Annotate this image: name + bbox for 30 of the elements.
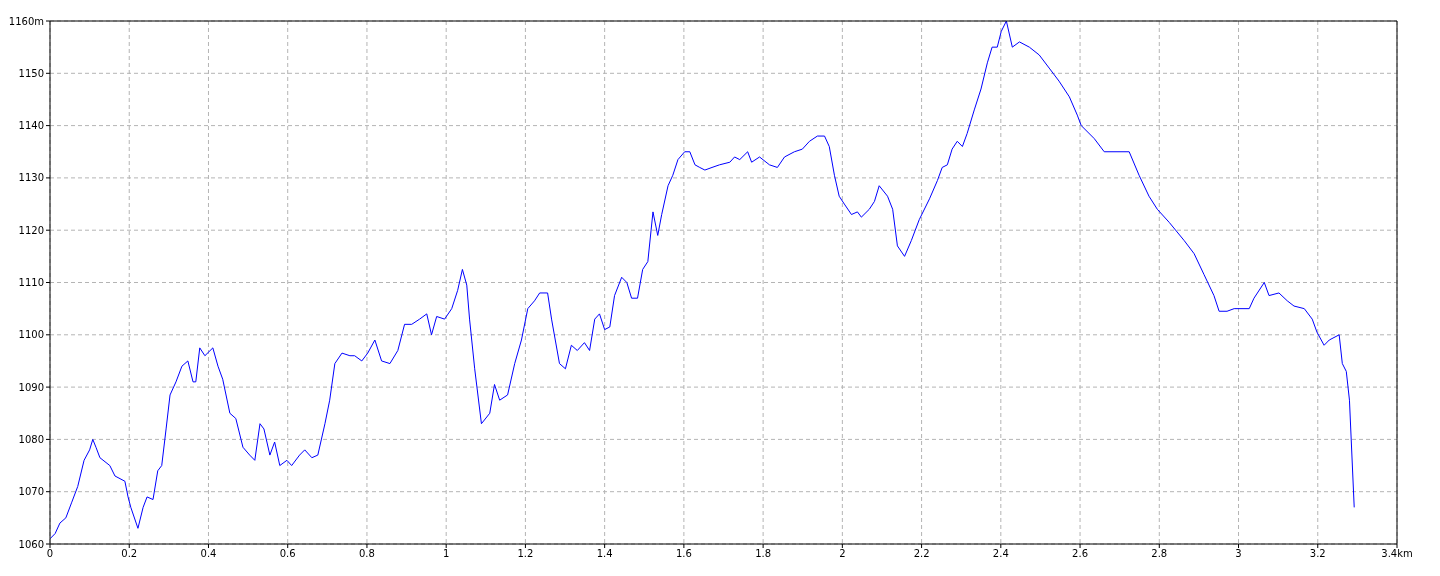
x-tick-label: 3.4km — [1381, 548, 1413, 560]
line-series — [50, 21, 1355, 540]
x-tick-label: 1.2 — [517, 548, 534, 560]
y-tick-label: 1160m — [8, 15, 44, 27]
x-tick-label: 1.8 — [755, 548, 772, 560]
y-tick-label: 1100 — [18, 329, 44, 341]
x-tick-label: 0.4 — [200, 548, 217, 560]
x-tick-label: 2.2 — [913, 548, 930, 560]
y-tick-label: 1150 — [18, 67, 44, 79]
x-tick-label: 0.6 — [279, 548, 296, 560]
y-tick-label: 1140 — [18, 120, 44, 132]
y-tick-label: 1130 — [18, 172, 44, 184]
x-tick-label: 2.4 — [992, 548, 1009, 560]
y-tick-label: 1080 — [18, 433, 44, 445]
y-tick-label: 1120 — [18, 224, 44, 236]
y-tick-label: 1060 — [18, 538, 44, 550]
x-tick-label: 1.6 — [675, 548, 692, 560]
y-tick-label: 1110 — [18, 277, 44, 289]
x-tick-label: 2.6 — [1072, 548, 1089, 560]
y-tick-label: 1070 — [18, 486, 44, 498]
x-tick-label: 3.2 — [1309, 548, 1326, 560]
x-tick-label: 0 — [46, 548, 54, 560]
x-tick-label: 1.4 — [596, 548, 613, 560]
x-tick-label: 1 — [442, 548, 450, 560]
x-tick-label: 0.2 — [121, 548, 138, 560]
x-tick-label: 2 — [839, 548, 846, 560]
x-tick-label: 2.8 — [1151, 548, 1168, 560]
y-tick-label: 1090 — [18, 381, 44, 393]
x-tick-label: 3 — [1235, 548, 1242, 560]
x-tick-label: 0.8 — [358, 548, 375, 560]
